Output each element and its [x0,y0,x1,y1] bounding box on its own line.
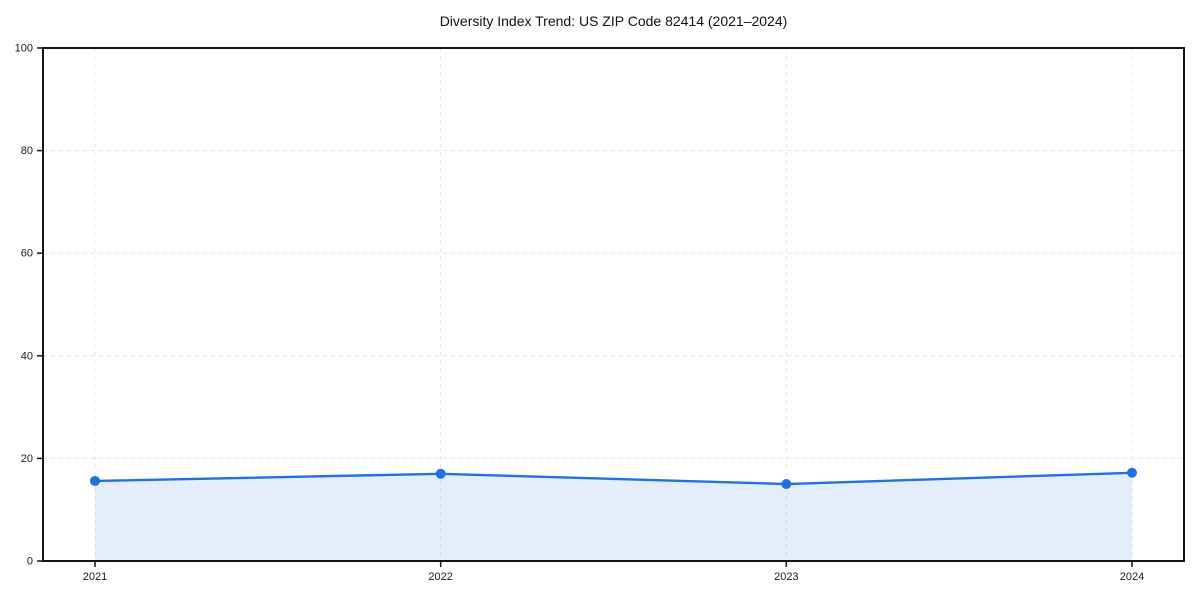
data-point-marker [781,479,792,490]
y-axis-tick-label: 80 [21,145,33,157]
x-axis-tick-label: 2022 [428,571,452,583]
y-axis-tick-label: 40 [21,350,33,362]
x-axis-tick-label: 2024 [1120,571,1144,583]
chart-title: Diversity Index Trend: US ZIP Code 82414… [439,13,788,29]
plot-border [42,47,1185,562]
y-axis-tick-label: 60 [21,248,33,260]
x-axis-tick-label: 2021 [83,571,107,583]
y-axis-tick-label: 20 [21,453,33,465]
data-point-marker [90,475,100,486]
data-point-marker [435,468,446,479]
x-axis-tick-label: 2023 [774,571,798,583]
y-axis-tick-label: 0 [27,556,33,568]
area-fill [95,472,1132,561]
data-point-marker [1127,467,1137,478]
trend-line [93,471,1134,486]
y-axis-tick-label: 100 [15,43,33,55]
